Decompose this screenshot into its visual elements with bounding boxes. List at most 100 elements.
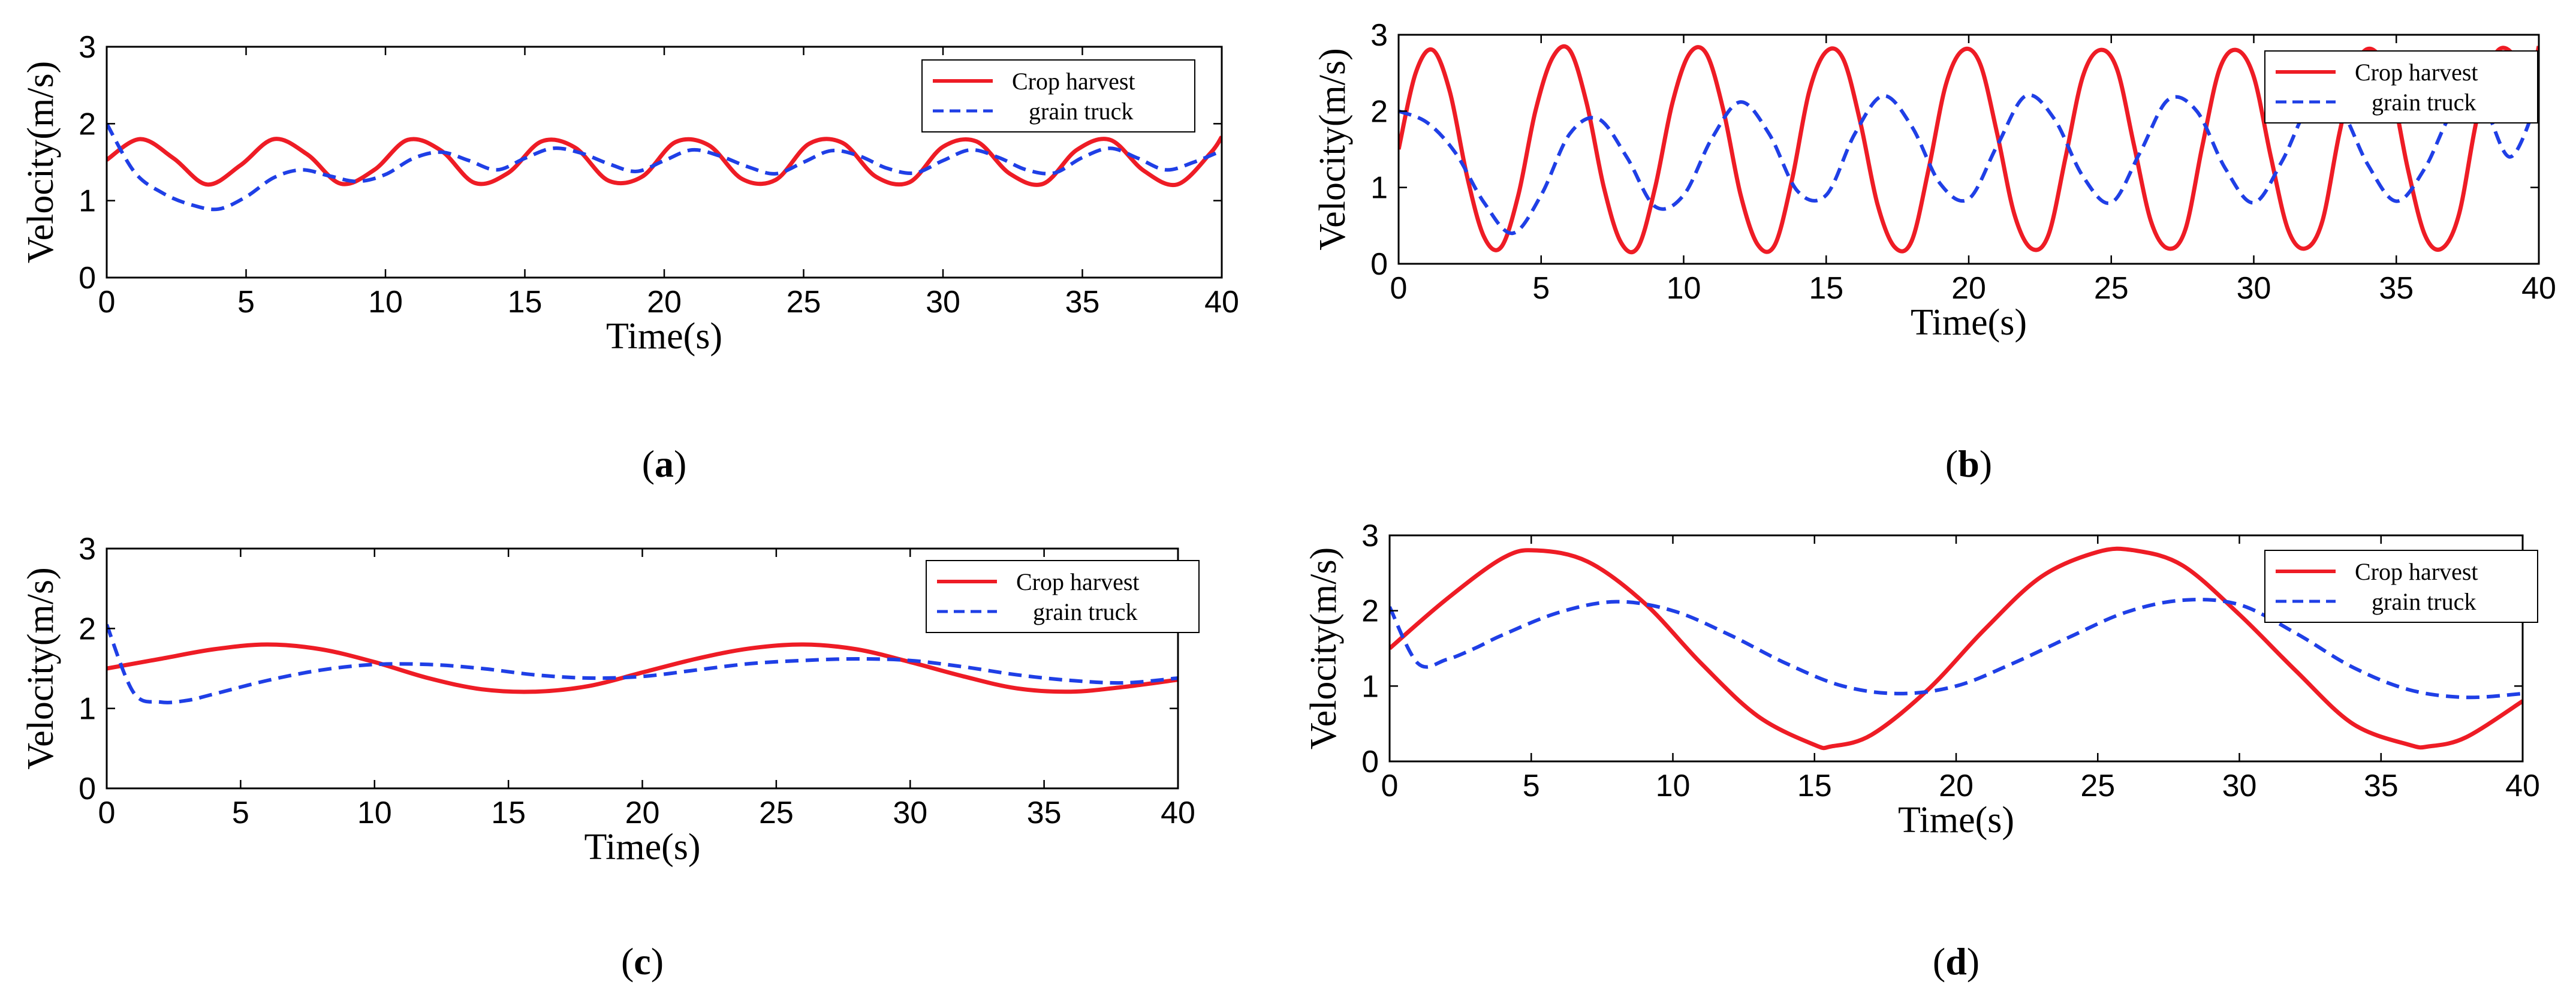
x-tick-label: 20 — [625, 796, 660, 830]
caption-paren-open: ( — [642, 442, 655, 485]
x-tick-label: 30 — [2222, 769, 2257, 803]
series-crop-harvest-line — [1390, 546, 2523, 751]
x-tick-label: 5 — [1532, 271, 1550, 306]
x-tick-label: 0 — [98, 285, 116, 320]
y-tick-label: 0 — [79, 261, 96, 296]
y-tick-label: 1 — [1361, 669, 1379, 704]
x-tick-label: 15 — [1809, 271, 1843, 306]
legend: Crop harvest grain truck — [2264, 50, 2538, 124]
y-tick-label: 1 — [1370, 171, 1388, 206]
x-tick-label: 30 — [2237, 271, 2271, 306]
x-tick-label: 35 — [2364, 769, 2399, 803]
y-axis-label: Velocity(m/s) — [20, 61, 61, 264]
x-tick-label: 10 — [368, 285, 403, 320]
y-axis-label: Velocity(m/s) — [1312, 48, 1353, 251]
legend-crop-harvest-label: Crop harvest — [1016, 568, 1140, 595]
x-axis-label: Time(s) — [1911, 302, 2027, 343]
y-tick-label: 1 — [79, 692, 96, 727]
x-tick-label: 0 — [1381, 769, 1399, 803]
caption-letter: d — [1945, 940, 1967, 983]
y-tick-label: 0 — [1361, 745, 1379, 779]
caption-letter: b — [1958, 442, 1980, 485]
caption-paren-open: ( — [621, 940, 634, 983]
x-tick-label: 10 — [357, 796, 392, 830]
y-tick-label: 3 — [79, 532, 96, 567]
series-grain-truck-line — [1399, 93, 2539, 236]
legend: Crop harvest grain truck — [926, 560, 1200, 633]
caption-letter: a — [655, 442, 674, 485]
y-axis-label: Velocity(m/s) — [1303, 547, 1344, 750]
x-tick-label: 15 — [1797, 769, 1832, 803]
x-axis-label: Time(s) — [584, 827, 700, 868]
y-tick-label: 3 — [1361, 519, 1379, 553]
legend-grain-truck-label: grain truck — [2372, 89, 2476, 116]
x-tick-label: 10 — [1667, 271, 1701, 306]
x-tick-label: 35 — [1065, 285, 1100, 320]
legend-grain-truck-label: grain truck — [1029, 98, 1133, 125]
x-tick-label: 5 — [1523, 769, 1540, 803]
chart-c: 0 5 10 15 20 25 30 35 40 0 1 2 3 Time(s) Velocity(m/s)… — [20, 532, 1200, 983]
caption-paren-open: ( — [1945, 442, 1958, 485]
y-tick-label: 0 — [1370, 247, 1388, 282]
x-tick-label: 40 — [1161, 796, 1195, 830]
y-tick-label: 0 — [79, 772, 96, 806]
x-tick-label: 20 — [647, 285, 682, 320]
x-tick-label: 25 — [2094, 271, 2129, 306]
legend-crop-harvest-label: Crop harvest — [2355, 558, 2478, 585]
caption-paren-close: ) — [674, 442, 686, 485]
x-tick-label: 30 — [893, 796, 927, 830]
chart-b: 0 5 10 15 20 25 30 35 40 0 1 2 3 Time(s) Velocity(m/s)… — [1312, 18, 2556, 485]
legend-box — [2264, 50, 2538, 124]
y-axis-label: Velocity(m/s) — [20, 567, 61, 770]
series-grain-truck-line — [107, 122, 1222, 212]
subfigure-caption: (b) — [1945, 442, 1992, 485]
x-tick-label: 30 — [926, 285, 960, 320]
x-tick-label: 25 — [787, 285, 821, 320]
x-tick-label: 20 — [1939, 769, 1974, 803]
x-tick-label: 5 — [237, 285, 255, 320]
y-tick-label: 2 — [79, 612, 96, 646]
x-tick-label: 40 — [2505, 769, 2540, 803]
legend-crop-harvest-label: Crop harvest — [2355, 59, 2478, 86]
x-tick-label: 10 — [1656, 769, 1691, 803]
subfigure-caption: (d) — [1933, 940, 1980, 983]
x-tick-label: 35 — [2379, 271, 2414, 306]
y-tick-label: 3 — [1370, 18, 1388, 53]
caption-paren-close: ) — [1980, 442, 1992, 485]
x-tick-label: 35 — [1027, 796, 1062, 830]
y-tick-label: 3 — [79, 30, 96, 65]
x-tick-label: 40 — [1204, 285, 1239, 320]
x-axis-label: Time(s) — [1898, 800, 2014, 841]
y-tick-label: 2 — [79, 107, 96, 141]
x-tick-label: 0 — [1390, 271, 1408, 306]
y-tick-label: 1 — [79, 184, 96, 219]
legend-grain-truck-label: grain truck — [1033, 598, 1137, 625]
x-tick-label: 20 — [1951, 271, 1986, 306]
y-tick-label: 2 — [1361, 594, 1379, 629]
x-tick-label: 15 — [491, 796, 526, 830]
series-grain-truck-line — [107, 624, 1178, 704]
legend-box — [2264, 550, 2538, 623]
x-tick-label: 25 — [759, 796, 794, 830]
subfigure-caption: (c) — [621, 940, 664, 983]
series-crop-harvest-line — [107, 642, 1178, 694]
x-axis-label: Time(s) — [606, 316, 722, 357]
legend: Crop harvest grain truck — [921, 59, 1195, 132]
chart-d: 0 5 10 15 20 25 30 35 40 0 1 2 3 Time(s) Velocity(m/s)… — [1303, 519, 2540, 983]
caption-paren-open: ( — [1933, 940, 1945, 983]
x-tick-label: 25 — [2080, 769, 2115, 803]
series-grain-truck-line — [1390, 598, 2523, 700]
caption-paren-close: ) — [651, 940, 664, 983]
legend-box — [921, 59, 1195, 132]
subfigure-caption: (a) — [642, 442, 687, 485]
x-tick-label: 15 — [508, 285, 543, 320]
x-tick-label: 40 — [2521, 271, 2556, 306]
x-tick-label: 0 — [98, 796, 116, 830]
caption-paren-close: ) — [1967, 940, 1980, 983]
y-tick-label: 2 — [1370, 94, 1388, 129]
legend: Crop harvest grain truck — [2264, 550, 2538, 623]
caption-letter: c — [634, 940, 650, 983]
legend-crop-harvest-label: Crop harvest — [1012, 68, 1135, 95]
legend-grain-truck-label: grain truck — [2372, 588, 2476, 615]
